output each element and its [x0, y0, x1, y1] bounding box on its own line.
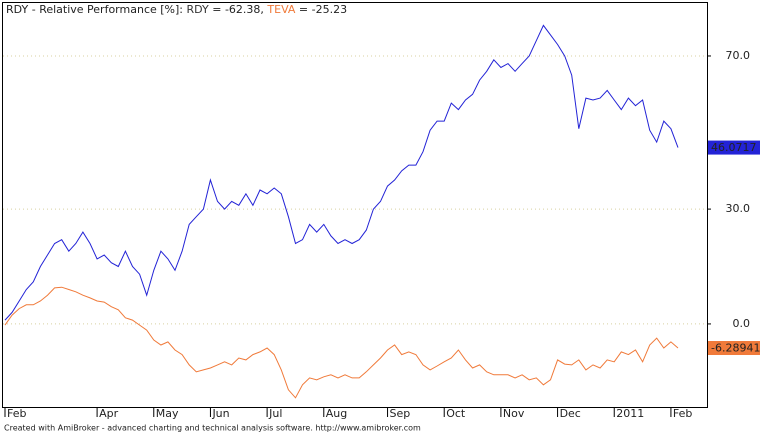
- last-value-label: -6.28941: [711, 342, 760, 355]
- x-tick-label: Aug: [326, 407, 347, 420]
- legend-separator: =: [209, 3, 225, 16]
- y-tick-label: 30.0: [726, 202, 751, 215]
- x-tick-label: Sep: [390, 407, 411, 420]
- x-tick-label: Feb: [673, 407, 692, 420]
- legend-name: RDY: [187, 3, 210, 16]
- legend-value: -25.23: [312, 3, 347, 16]
- footer: Created with AmiBroker - advanced charti…: [4, 424, 421, 433]
- x-tick-label: 2011: [616, 407, 644, 420]
- title: RDY - Relative Performance [%]:: [6, 3, 183, 16]
- legend-value: -62.38: [225, 3, 260, 16]
- series-line: [4, 286, 679, 399]
- legend-delimiter: ,: [260, 3, 267, 16]
- x-tick-label: Apr: [99, 407, 119, 420]
- x-tick-label: Dec: [560, 407, 581, 420]
- x-tick-label: Jul: [268, 407, 282, 420]
- y-tick-label: 70.0: [726, 49, 751, 62]
- legend-separator: =: [295, 3, 311, 16]
- y-tick-label: 0.0: [733, 317, 751, 330]
- legend-name: TEVA: [266, 3, 295, 16]
- plot-frame: [2, 2, 708, 408]
- series-line: [4, 24, 679, 321]
- x-tick-label: Oct: [446, 407, 466, 420]
- x-tick-label: May: [156, 407, 179, 420]
- last-value-label: 46.0717: [711, 141, 757, 154]
- x-tick-label: Feb: [7, 407, 26, 420]
- x-tick-label: Nov: [503, 407, 525, 420]
- last-value-badge: [708, 341, 760, 356]
- last-value-badge: [708, 140, 760, 155]
- legend: RDY - Relative Performance [%]: RDY = -6…: [6, 3, 347, 16]
- x-tick-label: Jun: [211, 407, 229, 420]
